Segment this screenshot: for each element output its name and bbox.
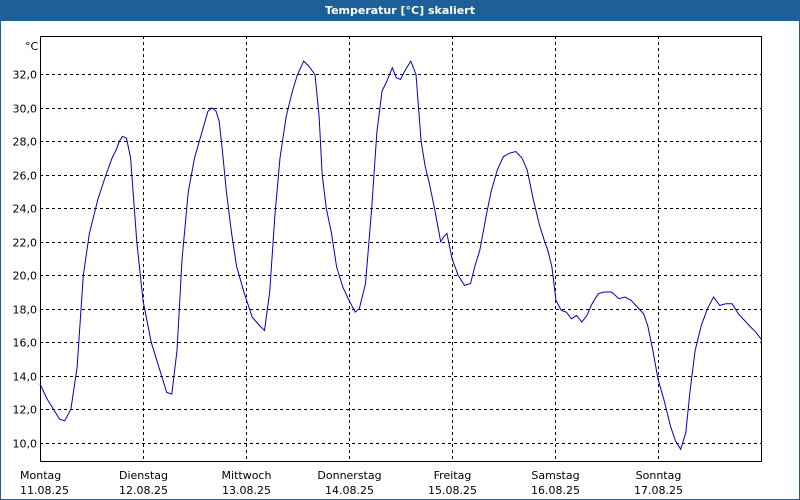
y-tick-label: 18,0 bbox=[13, 304, 38, 317]
grid-lines bbox=[40, 36, 761, 461]
y-tick-label: 24,0 bbox=[13, 203, 38, 216]
x-tick-marks: Montag 11.08.25 Dienstag 12.08.25 Mittwoch 13… bbox=[20, 469, 683, 497]
y-tick-label: 14,0 bbox=[13, 371, 38, 384]
x-tick-day-label: Freitag bbox=[434, 469, 472, 482]
y-tick-label: 12,0 bbox=[13, 404, 38, 417]
x-tick-date-label: 14.08.25 bbox=[325, 484, 374, 497]
x-tick-date-label: 15.08.25 bbox=[428, 484, 477, 497]
x-tick-day-label: Samstag bbox=[531, 469, 579, 482]
y-tick-label: 28,0 bbox=[13, 136, 38, 149]
temperature-series-line bbox=[39, 59, 762, 451]
y-tick-label: 22,0 bbox=[13, 237, 38, 250]
y-tick-label: 20,0 bbox=[13, 270, 38, 283]
x-tick-date-label: 12.08.25 bbox=[119, 484, 168, 497]
x-tick-day-label: Montag bbox=[20, 469, 61, 482]
y-tick-label: 26,0 bbox=[13, 170, 38, 183]
x-tick-day-label: Mittwoch bbox=[222, 469, 272, 482]
x-tick-date-label: 16.08.25 bbox=[531, 484, 580, 497]
x-tick-date-label: 13.08.25 bbox=[222, 484, 271, 497]
y-tick-label: 30,0 bbox=[13, 103, 38, 116]
x-tick-day-label: Dienstag bbox=[119, 469, 168, 482]
y-tick-label: 10,0 bbox=[13, 438, 38, 451]
x-tick-day-label: Donnerstag bbox=[317, 469, 381, 482]
x-tick-date-label: 11.08.25 bbox=[20, 484, 69, 497]
x-tick-day-label: Sonntag bbox=[636, 469, 682, 482]
x-tick-date-label: 17.08.25 bbox=[634, 484, 683, 497]
chart-title: Temperatur [°C] skaliert bbox=[1, 1, 799, 21]
y-axis-unit: °C bbox=[25, 40, 39, 53]
y-tick-marks: 10,0 12,0 14,0 16,0 18,0 20,0 22,0 24,0 26,0 28,0… bbox=[13, 69, 38, 451]
plot-area bbox=[40, 36, 762, 462]
y-tick-label: 16,0 bbox=[13, 337, 38, 350]
y-tick-label: 32,0 bbox=[13, 69, 38, 82]
